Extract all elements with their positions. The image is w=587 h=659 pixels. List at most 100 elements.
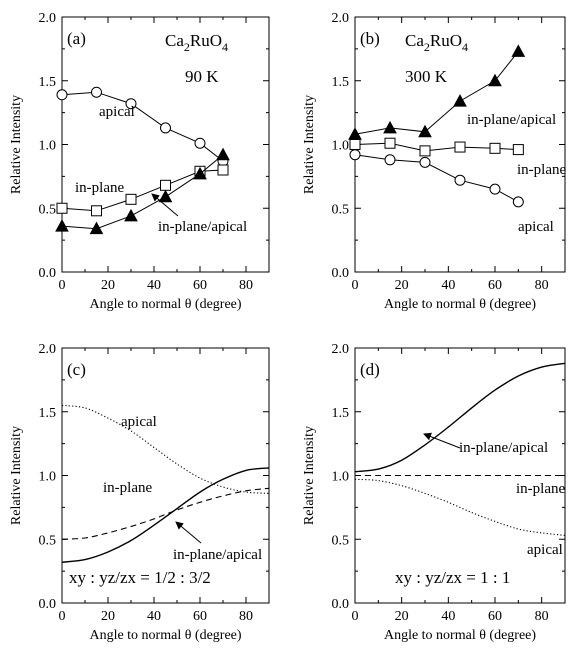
- panel-b-series-apical-point: [384, 154, 396, 166]
- panel-a-in-plane-apical-label: in-plane/apical: [158, 219, 247, 235]
- panel-a-series-in-plane-apical-point: [216, 147, 230, 161]
- panel-a-x-tick-label: 20: [101, 278, 115, 293]
- panel-b-series-in-plane-apical-line: [354, 51, 519, 135]
- panel-a-y-axis-label: Relative Intensity: [9, 95, 24, 194]
- panel-b-y-tick-label: 2.0: [332, 11, 350, 26]
- panel-d-y-tick-label: 1.0: [332, 470, 350, 485]
- panel-c-series-apical-curve: [61, 404, 270, 494]
- panel-b-apical-label: apical: [518, 219, 554, 235]
- panel-a-series-apical-point: [160, 122, 171, 134]
- panel-d-x-axis-label: Angle to normal θ (degree): [384, 628, 536, 643]
- panel-c-x-tick-label: 80: [239, 609, 253, 624]
- panel-d-pointer-arrow: [423, 432, 461, 449]
- panel-b-series-apical-point: [454, 174, 466, 186]
- panel-b-series-in-plane-point: [454, 141, 466, 153]
- panel-a-series-in-plane-point: [160, 179, 171, 191]
- panel-b-series-in-plane-apical-point: [383, 120, 397, 134]
- panel-c-y-axis-label: Relative Intensity: [9, 426, 24, 525]
- panel-c-x-axis-label: Angle to normal θ (degree): [89, 628, 241, 643]
- panel-a-series-in-plane-point: [91, 205, 102, 217]
- panel-b-temperature-label: 300 K: [405, 67, 448, 86]
- panel-a-in-plane-label: in-plane: [75, 180, 124, 196]
- panel-c-y-tick-label: 0.5: [39, 533, 57, 548]
- panel-a-series-apical-point: [91, 86, 102, 98]
- panel-c-y-tick-label: 1.5: [39, 406, 57, 421]
- panel-a-y-tick-label: 0.5: [39, 202, 57, 217]
- panel-d-in-plane-apical-label: in-plane/apical: [459, 440, 548, 456]
- panel-b-label: (b): [360, 29, 380, 48]
- panel-b-y-tick-label: 1.0: [332, 139, 350, 154]
- panel-d-series-apical-curve: [354, 478, 566, 536]
- panel-b-y-axis-label: Relative Intensity: [302, 95, 317, 194]
- panel-b-y-tick-label: 0.5: [332, 202, 350, 217]
- panel-b-series-in-plane-apical-point: [488, 73, 502, 87]
- panel-b-series-in-plane-point: [349, 139, 361, 150]
- panel-a-series-in-plane-point: [125, 193, 137, 205]
- panel-b-series-in-plane-apical-point: [453, 94, 467, 107]
- panel-b-x-axis-label: Angle to normal θ (degree): [384, 297, 536, 312]
- panel-d-in-plane-label: in-plane: [516, 481, 565, 497]
- panel-a-series-in-plane-apical-point: [55, 219, 69, 232]
- panel-d-x-tick-label: 80: [535, 609, 549, 624]
- panel-a-apical-label: apical: [99, 104, 135, 120]
- panel-c-label: (c): [67, 360, 86, 379]
- panel-d-plot: 0 20 40 60 80 0.0 0.5 1.0 1.5 2.0 Angle to normal …: [302, 342, 566, 643]
- panel-c-x-tick-label: 60: [193, 609, 207, 624]
- panel-c-x-tick-label: 0: [59, 609, 66, 624]
- panel-d-x-tick-label: 20: [395, 609, 409, 624]
- panel-b-series-apical-point: [489, 183, 501, 195]
- panel-a-series-in-plane-apical-point: [89, 221, 104, 235]
- panel-a-series-in-plane-apical-point: [124, 208, 138, 222]
- panel-a-x-tick-label: 60: [193, 278, 207, 293]
- panel-b-series-in-plane-point: [512, 144, 524, 156]
- panel-b-in-plane-apical-label: in-plane/apical: [467, 112, 556, 128]
- panel-b-x-tick-label: 60: [488, 278, 502, 293]
- panel-b: 0 20 40 60 80 0.0 0.5 1.0 1.5 2.0 Angle to normal …: [302, 11, 566, 312]
- panel-d-ratio-label: xy : yz/zx = 1 : 1: [395, 568, 510, 587]
- panel-a-series-apical-point: [125, 98, 137, 110]
- panel-c-in-plane-label: in-plane: [103, 480, 152, 496]
- panel-b-x-tick-label: 80: [535, 278, 549, 293]
- panel-d-series-in-plane-apical-curve: [354, 362, 566, 473]
- panel-a-y-tick-label: 2.0: [39, 11, 57, 26]
- panel-b-x-tick-label: 40: [441, 278, 455, 293]
- panel-a-series-in-plane-point: [217, 164, 229, 176]
- panel-d-x-tick-label: 40: [441, 609, 455, 624]
- panel-b-in-plane-label: in-plane: [517, 162, 566, 178]
- panel-a-series-apical-line: [61, 91, 224, 162]
- panel-d-x-tick-label: 60: [488, 609, 502, 624]
- panel-b-x-tick-label: 20: [395, 278, 409, 293]
- panel-c: 0 20 40 60 80 0.0 0.5 1.0 1.5 2.0 Angle to normal …: [9, 342, 270, 643]
- panel-a-compound-label: Ca2RuO4: [165, 31, 228, 54]
- panel-b-y-tick-label: 0.0: [332, 266, 350, 281]
- panel-a-y-tick-label: 1.0: [39, 139, 57, 154]
- panel-c-series-in-plane-curve: [61, 487, 270, 540]
- panel-a-series-apical-point: [194, 137, 206, 149]
- panel-d-apical-label: apical: [527, 542, 563, 558]
- panel-c-frame: [61, 347, 270, 604]
- panel-a-label: (a): [67, 29, 86, 48]
- panel-d-label: (d): [360, 360, 380, 379]
- panel-a-series-in-plane-apical-point: [193, 166, 207, 180]
- panel-a-x-tick-label: 80: [239, 278, 253, 293]
- panel-a-x-tick-label: 40: [147, 278, 161, 293]
- panel-b-series-apical-point: [419, 156, 431, 168]
- panel-a-y-tick-label: 1.5: [39, 75, 57, 90]
- panel-d-y-tick-label: 2.0: [332, 342, 350, 357]
- panel-d-y-tick-label: 0.0: [332, 597, 350, 612]
- panel-a-x-tick-label: 0: [59, 278, 66, 293]
- panel-c-x-tick-label: 40: [147, 609, 161, 624]
- panel-c-plot: 0 20 40 60 80 0.0 0.5 1.0 1.5 2.0 Angle to normal …: [9, 342, 270, 643]
- panel-c-y-tick-label: 1.0: [39, 470, 57, 485]
- panel-d-y-tick-label: 0.5: [332, 533, 350, 548]
- panel-c-x-tick-label: 20: [101, 609, 115, 624]
- panel-b-series-apical-point: [349, 149, 361, 161]
- panel-c-series-in-plane-apical-curve: [61, 467, 270, 563]
- panel-b-series-apical-line: [354, 154, 519, 203]
- panel-a: 0 20 40 60 80 0.0 0.5 1.0 1.5 2.0 Angle to normal …: [9, 11, 270, 312]
- panel-b-series-in-plane-apical-point: [418, 124, 432, 138]
- panel-a-series-in-plane-apical-line: [61, 154, 224, 230]
- panel-a-series-in-plane-apical-point: [158, 189, 173, 203]
- panel-b-y-tick-label: 1.5: [332, 75, 350, 90]
